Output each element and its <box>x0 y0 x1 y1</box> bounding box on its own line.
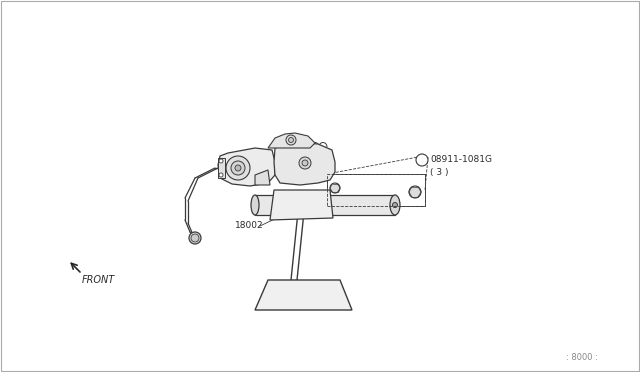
Polygon shape <box>270 190 333 220</box>
Polygon shape <box>268 133 315 148</box>
Polygon shape <box>255 280 352 310</box>
Polygon shape <box>274 142 335 185</box>
Circle shape <box>302 160 308 166</box>
Circle shape <box>219 173 223 177</box>
Circle shape <box>289 138 294 142</box>
Circle shape <box>286 135 296 145</box>
Circle shape <box>231 161 245 175</box>
Circle shape <box>219 159 223 163</box>
Circle shape <box>392 202 397 208</box>
Ellipse shape <box>251 195 259 215</box>
Polygon shape <box>218 148 275 186</box>
Text: FRONT: FRONT <box>82 275 115 285</box>
Circle shape <box>330 183 340 193</box>
Polygon shape <box>255 195 395 215</box>
Polygon shape <box>255 170 270 185</box>
Polygon shape <box>218 158 225 178</box>
Circle shape <box>409 186 421 198</box>
Text: 18002: 18002 <box>235 221 264 231</box>
Circle shape <box>235 165 241 171</box>
Circle shape <box>226 156 250 180</box>
Bar <box>327 174 425 206</box>
Circle shape <box>189 232 201 244</box>
Circle shape <box>191 234 199 242</box>
Text: : 8000 :: : 8000 : <box>566 353 598 362</box>
Circle shape <box>299 157 311 169</box>
Text: 08911-1081G: 08911-1081G <box>430 155 492 164</box>
Text: N: N <box>419 155 425 164</box>
Circle shape <box>416 154 428 166</box>
Text: ( 3 ): ( 3 ) <box>430 169 449 177</box>
Ellipse shape <box>390 195 400 215</box>
